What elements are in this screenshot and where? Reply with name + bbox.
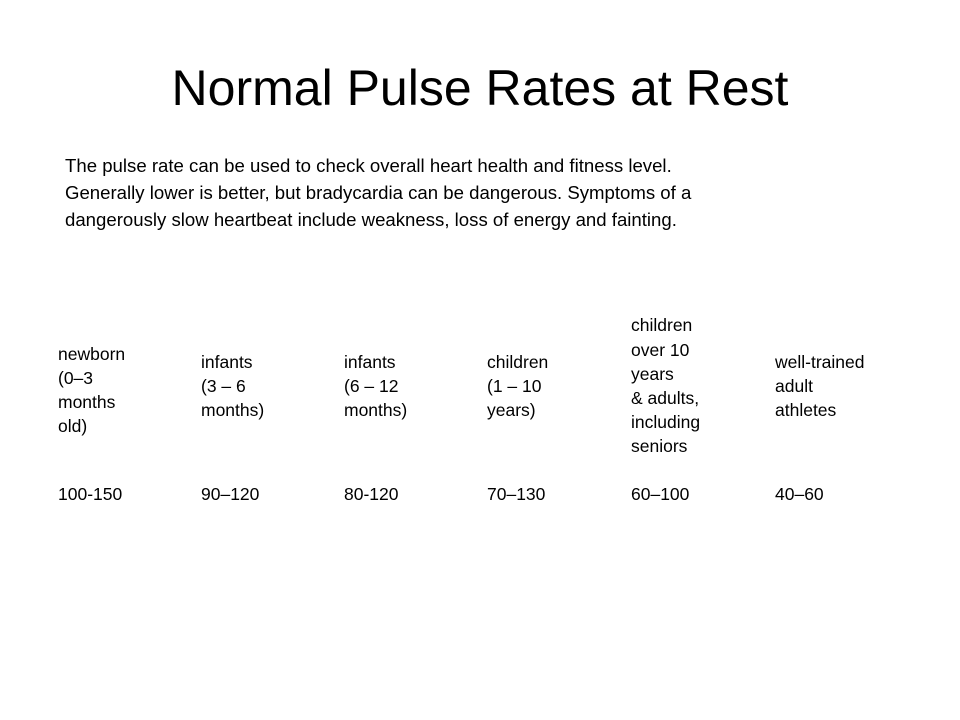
header-line: infants	[201, 351, 253, 372]
column-header-infants-3-6: infants (3 – 6 months)	[201, 298, 344, 474]
header-line: & adults,	[631, 388, 700, 408]
header-line: months)	[201, 400, 265, 421]
header-line: months	[58, 392, 116, 412]
header-line: adult	[775, 375, 813, 396]
header-line: athletes	[775, 400, 837, 421]
intro-line: dangerously slow heartbeat include weakn…	[65, 209, 677, 230]
column-header-children-1-10: children (1 – 10 years)	[487, 298, 631, 474]
slide-title: Normal Pulse Rates at Rest	[171, 60, 789, 116]
header-line: (3 – 6	[201, 375, 246, 396]
header-line: years	[631, 363, 674, 384]
pulse-value-children-1-10: 70–130	[487, 483, 546, 504]
header-line: children	[631, 315, 693, 336]
header-line: well-trained	[775, 351, 865, 372]
header-line: months)	[344, 400, 408, 421]
pulse-value-children-over-10-adults: 60–100	[631, 483, 690, 504]
intro-line: Generally lower is better, but bradycard…	[65, 182, 692, 203]
header-line: newborn	[58, 343, 126, 364]
header-line: (6 – 12	[344, 375, 399, 396]
pulse-value-infants-3-6: 90–120	[201, 483, 260, 504]
header-line: over 10	[631, 339, 690, 360]
pulse-value-well-trained-athletes: 40–60	[775, 483, 824, 504]
pulse-value-newborn: 100-150	[58, 483, 123, 504]
column-header-children-over-10-adults: children over 10 years & adults, includi…	[631, 298, 775, 474]
header-line: (1 – 10	[487, 375, 542, 396]
header-line: old)	[58, 416, 88, 437]
column-header-newborn: newborn (0–3 months old)	[58, 298, 201, 474]
intro-line: The pulse rate can be used to check over…	[65, 155, 672, 176]
column-header-well-trained-athletes: well-trained adult athletes	[775, 298, 918, 474]
header-line: seniors	[631, 436, 688, 457]
header-line: infants	[344, 351, 396, 372]
pulse-value-infants-6-12: 80-120	[344, 483, 399, 504]
column-header-infants-6-12: infants (6 – 12 months)	[344, 298, 487, 474]
header-line: including	[631, 412, 701, 433]
header-line: children	[487, 351, 549, 372]
header-line: (0–3	[58, 367, 94, 388]
header-line: years)	[487, 400, 536, 421]
pulse-rates-table: newborn (0–3 months old) infants (3 – 6 …	[58, 298, 918, 514]
intro-paragraph: The pulse rate can be used to check over…	[65, 152, 905, 233]
